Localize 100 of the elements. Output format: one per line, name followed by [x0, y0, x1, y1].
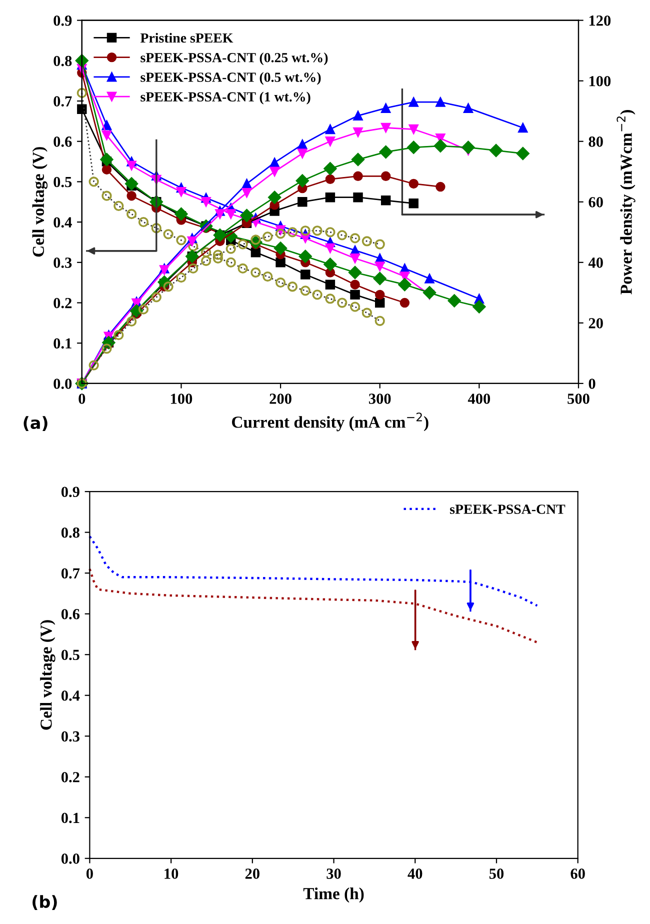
x-tick-label: 20: [245, 868, 260, 879]
point: [138, 304, 149, 314]
point: [200, 256, 212, 266]
point: [325, 294, 336, 304]
x-tick-label: 30: [326, 868, 341, 879]
point: [400, 298, 410, 308]
point: [408, 198, 418, 208]
point: [226, 257, 236, 268]
point: [250, 267, 261, 278]
point: [436, 97, 446, 107]
y-tick-label: 0.4: [54, 217, 72, 228]
y2-tick-label: 100: [589, 76, 611, 86]
point: [126, 190, 136, 201]
point: [188, 263, 198, 274]
point: [325, 192, 336, 202]
y-tick-label: 0.2: [61, 772, 80, 782]
point: [350, 280, 360, 290]
point: [88, 360, 99, 370]
point: [375, 298, 385, 308]
point: [325, 227, 336, 238]
point: [375, 290, 385, 300]
point: [275, 228, 286, 239]
point: [351, 152, 365, 166]
point: [324, 162, 337, 176]
point: [337, 298, 348, 308]
y-tick-label: 0.5: [54, 176, 72, 188]
point: [448, 294, 461, 308]
y-tick-label: 0.8: [54, 56, 72, 66]
y-tick-label: 0.0: [54, 378, 72, 389]
y2-tick-label: 20: [588, 318, 603, 328]
point: [353, 127, 363, 138]
point: [374, 239, 385, 250]
point: [380, 122, 391, 133]
point: [176, 235, 186, 246]
x-tick-label: 500: [568, 394, 590, 404]
point: [353, 192, 363, 202]
y2-tick-label: 120: [589, 15, 611, 26]
point: [407, 140, 420, 154]
point: [375, 262, 385, 272]
point: [275, 278, 286, 288]
point: [176, 186, 186, 197]
point: [408, 97, 418, 107]
point: [374, 316, 385, 326]
point: [75, 54, 88, 68]
y-tick-label: 0.1: [61, 812, 80, 824]
x-tick-label: 300: [368, 394, 391, 404]
y-tick-label: 0.3: [61, 731, 80, 742]
point: [102, 190, 112, 201]
point: [300, 286, 310, 296]
y-tick-label: 0.1: [54, 338, 72, 349]
y-tick-label: 0.3: [54, 258, 72, 268]
point: [472, 300, 486, 314]
point: [325, 174, 336, 184]
y-tick-label: 0.9: [61, 486, 80, 498]
point: [102, 130, 112, 140]
point: [463, 103, 474, 113]
line-series: [88, 535, 538, 607]
point: [434, 139, 448, 152]
point: [436, 182, 446, 192]
point: [242, 178, 252, 189]
point: [138, 216, 149, 228]
point: [325, 136, 336, 146]
point: [298, 148, 308, 158]
point: [212, 253, 224, 264]
point: [422, 286, 436, 300]
y-axis-title: Cell voltage (V): [32, 147, 48, 257]
point: [238, 239, 248, 250]
x-tick-label: 50: [489, 868, 504, 879]
y-tick-label: 0.8: [61, 527, 80, 538]
point: [324, 258, 337, 272]
legend-label: sPEEK-PSSA-CNT (0.5 wt.%): [140, 72, 321, 85]
text: (b): [32, 895, 57, 910]
point: [348, 266, 362, 280]
point: [353, 110, 363, 121]
point: [174, 207, 188, 221]
point: [270, 166, 280, 176]
point: [489, 144, 503, 158]
x-tick-label: 100: [170, 394, 192, 404]
y-tick-label: 0.4: [61, 690, 80, 701]
point: [200, 247, 212, 258]
point: [373, 272, 386, 286]
point: [350, 302, 360, 312]
point: [226, 209, 236, 219]
point: [325, 280, 336, 290]
point: [126, 208, 137, 220]
x-tick-label: 60: [570, 868, 585, 879]
point: [287, 227, 298, 238]
point: [151, 223, 162, 234]
x-tick-label: 0: [86, 868, 93, 879]
point: [462, 140, 475, 154]
point: [100, 152, 114, 166]
point: [126, 316, 137, 326]
point: [240, 208, 254, 222]
y-tick-label: 0.6: [61, 608, 80, 620]
point: [114, 330, 124, 340]
x-axis-title: Current density (mA cm$^{−2}$): [232, 412, 428, 432]
point: [408, 124, 418, 134]
legend-label: sPEEK-PSSA-CNT (0.25 wt.%): [140, 52, 328, 66]
x-tick-label: 10: [164, 868, 178, 879]
y2-tick-label: 60: [588, 197, 603, 208]
